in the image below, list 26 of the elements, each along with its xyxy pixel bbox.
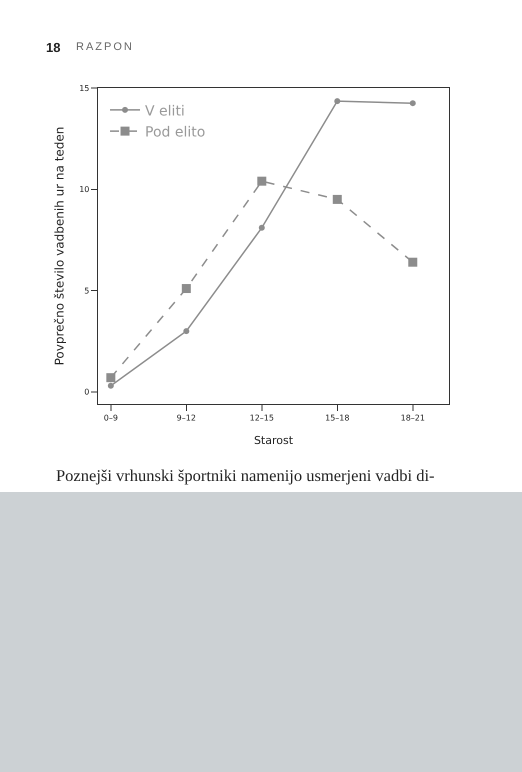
point [183, 328, 190, 334]
point [106, 373, 116, 382]
x-tick-label: 18–21 [400, 414, 425, 423]
point [334, 98, 340, 104]
y-tick-label: 15 [79, 84, 90, 93]
y-tick-label: 5 [84, 286, 90, 296]
x-tick-label: 9–12 [176, 414, 196, 423]
y-tick-label: 10 [79, 185, 90, 194]
x-tick-label: 0–9 [104, 414, 118, 423]
text: Poznejši vrhunski športniki namenijo usmerjeni vadbi di- [56, 466, 435, 486]
point [257, 176, 266, 186]
y-tick-label: 0 [84, 388, 90, 397]
point [108, 382, 114, 389]
point [182, 284, 191, 294]
legend-label: V eliti [145, 103, 185, 120]
point [410, 100, 416, 106]
text: 18 [46, 40, 60, 55]
x-tick-label: 12–15 [250, 414, 274, 423]
text: RAZPON [76, 41, 134, 53]
x-axis-title: Starost [254, 434, 294, 447]
y-axis-title: Povprečno število vadbenih ur na teden [52, 126, 67, 366]
x-tick-label: 15–18 [325, 414, 350, 423]
point [258, 224, 265, 231]
point [408, 258, 418, 267]
legend-label: Pod elito [145, 124, 206, 141]
point [332, 194, 342, 204]
